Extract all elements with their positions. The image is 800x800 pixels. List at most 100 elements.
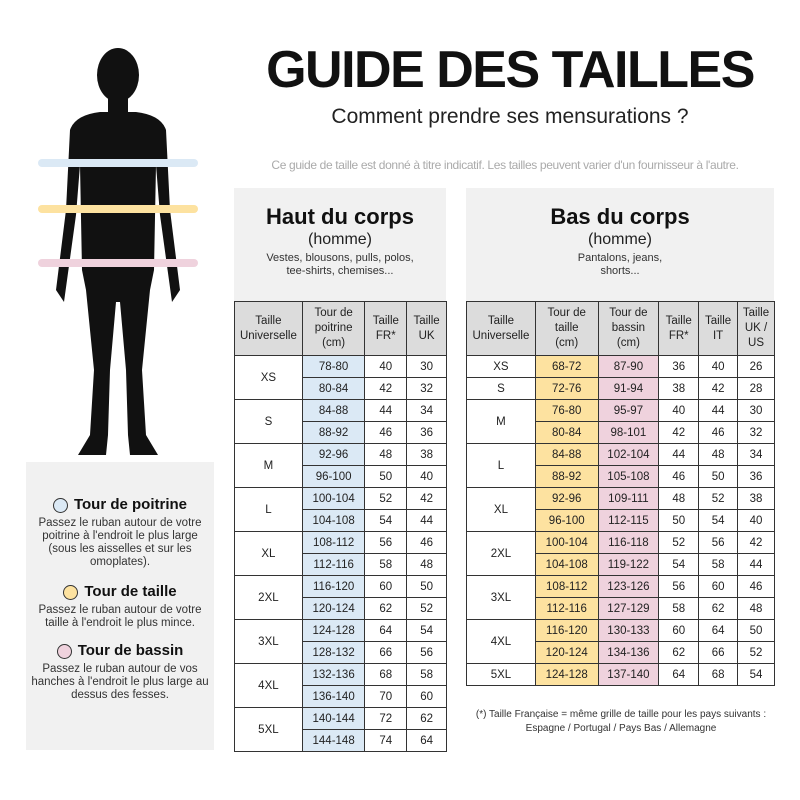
value-cell: 32 <box>406 377 447 400</box>
table-row: 104-108 54 44 <box>235 509 447 532</box>
value-cell: 64 <box>364 619 408 642</box>
value-cell: 84-88 <box>534 443 599 466</box>
size-cell: XL <box>234 531 303 576</box>
table-row: 4XL 116-120 130-133 60 64 50 <box>466 619 775 664</box>
value-cell: 34 <box>406 399 447 422</box>
table-row: 3XL 108-112 123-126 56 60 46 <box>466 575 775 620</box>
legend-text: Passez le ruban autour de vos hanches à … <box>31 663 209 701</box>
value-cell: 50 <box>406 575 447 598</box>
value-cell: 80-84 <box>534 421 599 444</box>
table-row: XS 68-72 87-90 36 40 26 <box>466 355 775 378</box>
value-cell: 52 <box>698 487 739 510</box>
value-cell: 134-136 <box>597 641 660 664</box>
value-cell: 36 <box>737 465 775 488</box>
value-cell: 40 <box>406 465 447 488</box>
value-cell: 50 <box>698 465 739 488</box>
column-header: Taille Universelle <box>234 301 303 356</box>
value-cell: 42 <box>406 487 447 510</box>
value-cell: 54 <box>406 619 447 642</box>
value-cell: 62 <box>698 597 739 620</box>
value-cell: 44 <box>406 509 447 532</box>
value-cell: 54 <box>658 553 700 576</box>
value-cell: 28 <box>737 377 775 400</box>
bottom-panel: Bas du corps (homme) Pantalons, jeans, s… <box>466 188 774 301</box>
value-cell: 80-84 <box>301 377 366 400</box>
value-cell: 38 <box>406 443 447 466</box>
value-cell: 42 <box>737 531 775 554</box>
value-cell: 123-126 <box>597 575 660 598</box>
value-cell: 108-112 <box>301 531 366 554</box>
table-row: 2XL 116-120 60 50 <box>234 575 447 620</box>
value-cell: 62 <box>658 641 700 664</box>
bottom-gender: (homme) <box>587 231 652 248</box>
legend-text: Passez le ruban autour de votre poitrine… <box>38 517 202 568</box>
value-cell: 64 <box>658 663 700 686</box>
value-cell: 52 <box>737 641 775 664</box>
value-cell: 48 <box>737 597 775 620</box>
bottom-desc: Pantalons, jeans, shorts... <box>577 252 663 277</box>
value-cell: 60 <box>698 575 739 598</box>
value-cell: 52 <box>364 487 408 510</box>
top-title: Haut du corps <box>266 204 414 229</box>
table-row: S 84-88 44 34 <box>234 399 447 444</box>
legend-title: Tour de bassin <box>77 642 184 659</box>
value-cell: 137-140 <box>597 663 660 686</box>
value-cell: 108-112 <box>534 575 599 598</box>
hips-band <box>38 259 198 267</box>
legend-chest: Tour de poitrine Passez le ruban autour … <box>26 496 214 569</box>
value-cell: 30 <box>406 355 447 378</box>
value-cell: 98-101 <box>597 421 660 444</box>
value-cell: 38 <box>737 487 775 510</box>
table-row: M 92-96 48 38 <box>234 443 447 488</box>
value-cell: 74 <box>364 729 408 752</box>
size-cell: M <box>234 443 303 488</box>
value-cell: 76-80 <box>534 399 599 422</box>
footnote: (*) Taille Française = même grille de ta… <box>462 708 780 736</box>
table-row: M 76-80 95-97 40 44 30 <box>466 399 775 444</box>
legend-waist: Tour de taille Passez le ruban autour de… <box>26 583 214 630</box>
value-cell: 58 <box>406 663 447 686</box>
value-cell: 105-108 <box>597 465 660 488</box>
top-desc: Vestes, blousons, pulls, polos, tee-shir… <box>266 252 414 277</box>
value-cell: 132-136 <box>301 663 366 686</box>
size-cell: 5XL <box>234 707 303 752</box>
value-cell: 54 <box>364 509 408 532</box>
value-cell: 78-80 <box>301 355 366 378</box>
body-silhouette-icon <box>38 48 198 455</box>
value-cell: 46 <box>737 575 775 598</box>
table-row: 3XL 124-128 64 54 <box>234 619 447 664</box>
value-cell: 42 <box>658 421 700 444</box>
size-cell: 4XL <box>234 663 303 708</box>
table-row: 2XL 100-104 116-118 52 56 42 <box>466 531 775 576</box>
value-cell: 92-96 <box>534 487 599 510</box>
value-cell: 58 <box>364 553 408 576</box>
legend-text: Passez le ruban autour de votre taille à… <box>38 604 202 629</box>
waist-band <box>38 205 198 213</box>
page-title: GUIDE DES TAILLES <box>266 41 755 99</box>
header-row: Taille Universelle Tour de taille (cm) Tou… <box>466 301 775 356</box>
value-cell: 46 <box>364 421 408 444</box>
value-cell: 62 <box>406 707 447 730</box>
value-cell: 56 <box>658 575 700 598</box>
table-row: L 84-88 102-104 44 48 34 <box>466 443 775 488</box>
table-row: 120-124 134-136 62 66 52 <box>467 641 775 664</box>
chest-band <box>38 159 198 167</box>
value-cell: 48 <box>406 553 447 576</box>
size-cell: M <box>466 399 536 444</box>
size-cell: XS <box>234 355 303 400</box>
legend-hips: Tour de bassin Passez le ruban autour de… <box>26 642 214 702</box>
legend-title: Tour de poitrine <box>73 496 188 513</box>
value-cell: 40 <box>658 399 700 422</box>
size-cell: 3XL <box>466 575 536 620</box>
value-cell: 68-72 <box>534 355 599 378</box>
header-row: Taille Universelle Tour de poitrine (cm) T… <box>234 301 447 356</box>
disclaimer-note: Ce guide de taille est donné à titre ind… <box>271 158 739 172</box>
value-cell: 120-124 <box>534 641 599 664</box>
circle-icon <box>56 643 72 659</box>
value-cell: 44 <box>737 553 775 576</box>
value-cell: 144-148 <box>301 729 366 752</box>
table-row: 4XL 132-136 68 58 <box>234 663 447 708</box>
value-cell: 87-90 <box>597 355 660 378</box>
value-cell: 130-133 <box>597 619 660 642</box>
table-row: 120-124 62 52 <box>235 597 447 620</box>
